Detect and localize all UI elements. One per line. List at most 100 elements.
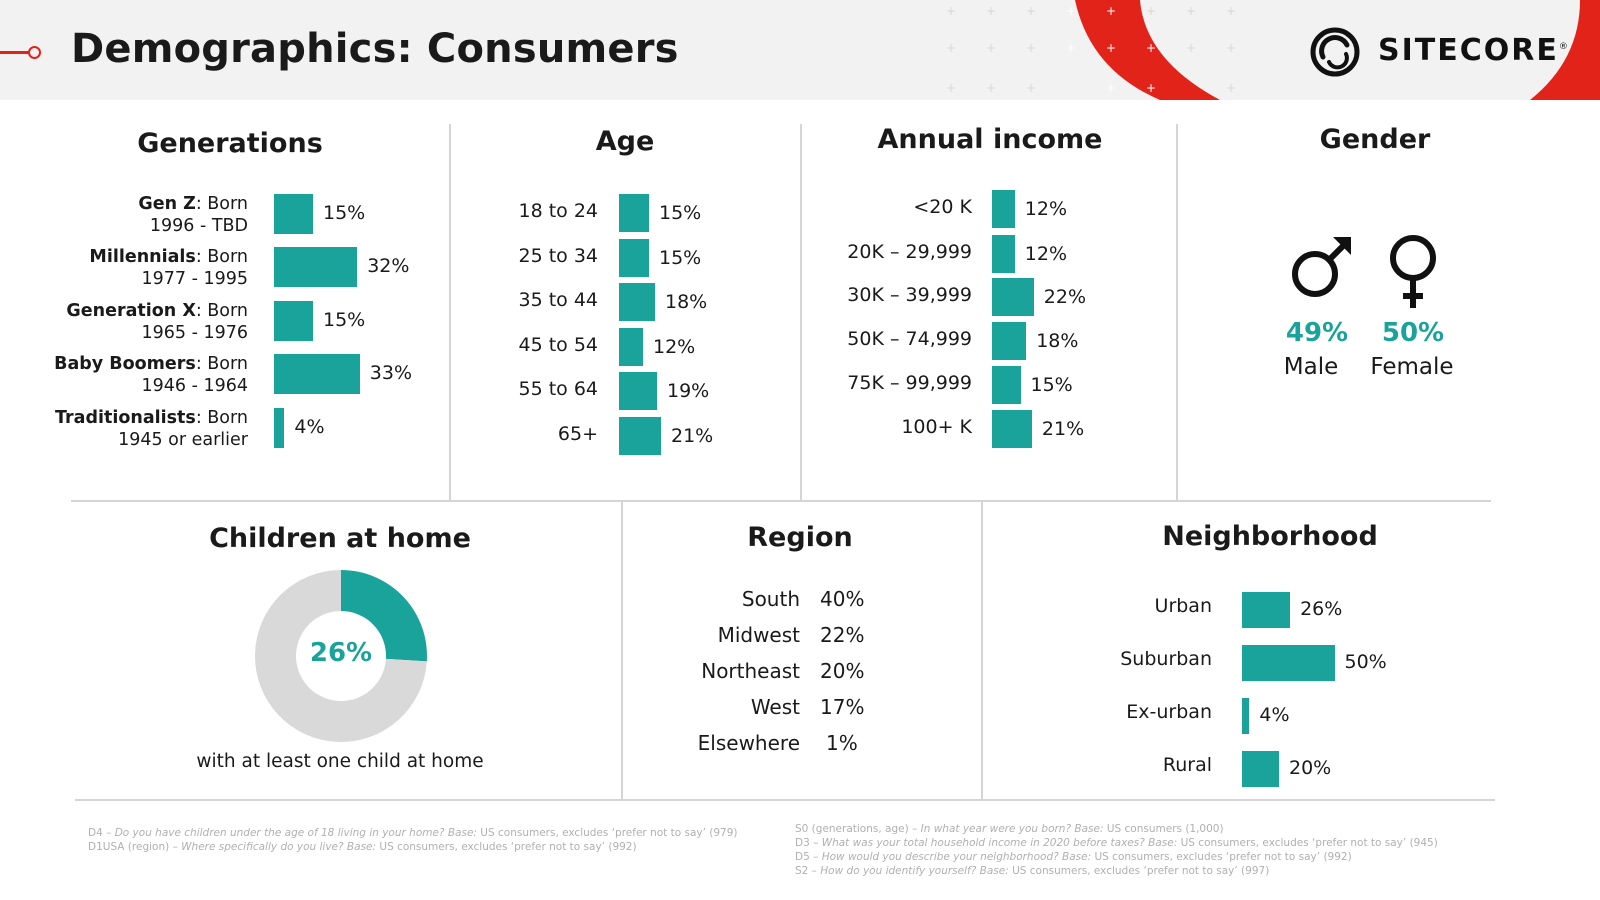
generations-born-word: : Born	[195, 247, 248, 267]
neighborhood-category-label: Suburban	[1120, 648, 1212, 670]
region-category-label: Midwest	[717, 623, 800, 647]
footnote-base-word: Base:	[444, 827, 477, 839]
footnote-base: US consumers, excludes ‘prefer not to sa…	[1008, 865, 1270, 877]
region-value-label: 40%	[820, 587, 865, 611]
income-bar	[992, 410, 1032, 448]
divider-children-region	[621, 502, 623, 800]
age-category-label: 35 to 44	[518, 289, 598, 311]
generations-title: Generations	[137, 128, 323, 159]
generations-value-label: 4%	[294, 416, 325, 438]
generations-bar	[274, 301, 313, 341]
generations-value-label: 33%	[369, 362, 413, 384]
sitecore-logo-icon	[1310, 27, 1360, 77]
header-bar: Demographics: Consumers + + + + + + + + + + + + …	[0, 0, 1600, 100]
generations-bar	[274, 247, 358, 287]
neighborhood-value-label: 26%	[1300, 598, 1343, 620]
age-value-label: 19%	[667, 380, 710, 402]
region-value-label: 17%	[820, 695, 865, 719]
svg-text:+: +	[946, 4, 956, 18]
footnote-line: S0 (generations, age) – In what year wer…	[795, 822, 1224, 836]
generations-born-word: : Born	[195, 301, 248, 321]
svg-text:+: +	[986, 41, 996, 55]
children-donut-center-label: 26%	[309, 638, 373, 668]
age-bar	[619, 328, 643, 366]
footnote-line: D5 – How would you describe your neighbo…	[795, 850, 1352, 864]
generations-born-word: : Born	[195, 194, 248, 214]
male-label: Male	[1283, 354, 1339, 380]
generations-born-word: : Born	[195, 354, 248, 374]
generations-value-label: 15%	[323, 309, 366, 331]
divider-age-income	[800, 124, 802, 500]
generations-bar	[274, 194, 313, 234]
footnote-line: D3 – What was your total household incom…	[795, 836, 1438, 850]
svg-text:+: +	[986, 4, 996, 18]
neighborhood-value-label: 4%	[1259, 704, 1290, 726]
footnote-question: How do you identify yourself?	[820, 865, 977, 877]
age-category-label: 65+	[557, 423, 598, 445]
footnote-base-word: Base:	[1058, 851, 1092, 863]
income-category-label: 75K – 99,999	[847, 372, 972, 394]
svg-text:+: +	[1146, 81, 1156, 95]
svg-text:+: +	[1226, 41, 1236, 55]
svg-text:+: +	[1186, 4, 1196, 18]
svg-text:+: +	[1106, 41, 1116, 55]
generations-category-name: Baby Boomers	[54, 354, 196, 374]
region-category-label: Northeast	[701, 659, 800, 683]
age-category-label: 18 to 24	[518, 200, 598, 222]
svg-text:+: +	[946, 81, 956, 95]
generations-category-years: 1965 - 1976	[141, 323, 248, 343]
footnote-question: In what year were you born?	[920, 823, 1072, 835]
footnote-question: How would you describe your neighborhood…	[821, 851, 1059, 863]
divider-top-row	[71, 500, 1491, 502]
generations-category-name: Generation X	[66, 301, 196, 321]
generations-category-name: Traditionalists	[55, 408, 196, 428]
generations-category-years: 1946 - 1964	[141, 376, 248, 396]
footnote-code: S2 –	[795, 865, 821, 877]
neighborhood-category-label: Ex-urban	[1126, 701, 1212, 723]
svg-text:+: +	[1066, 41, 1076, 55]
income-bar	[992, 366, 1021, 404]
region-value-label: 1%	[826, 731, 858, 755]
income-category-label: 20K – 29,999	[847, 241, 972, 263]
male-symbol-icon	[1292, 237, 1351, 297]
generations-category-label: Baby Boomers: Born 1946 - 1964	[40, 353, 248, 397]
svg-text:+: +	[1226, 4, 1236, 18]
footnote-code: D1USA (region) –	[88, 841, 182, 853]
footnote-code: D5 –	[795, 851, 822, 863]
income-value-label: 12%	[1024, 243, 1068, 265]
gender-title: Gender	[1319, 124, 1431, 155]
age-value-label: 15%	[659, 202, 702, 224]
title-accent-line	[0, 51, 30, 54]
generations-category-label: Gen Z: Born 1996 - TBD	[40, 193, 248, 237]
svg-text:+: +	[1066, 4, 1076, 18]
generations-category-years: 1945 or earlier	[118, 430, 248, 450]
svg-text:+: +	[1026, 41, 1036, 55]
age-bar	[619, 194, 649, 232]
income-value-label: 18%	[1036, 330, 1079, 352]
region-category-label: South	[741, 587, 800, 611]
age-bar	[619, 239, 649, 277]
footnote-question: What was your total household income in …	[821, 837, 1145, 849]
footnote-code: D4 –	[88, 827, 115, 839]
svg-text:+: +	[1106, 4, 1116, 18]
divider-income-gender	[1176, 124, 1178, 500]
age-title: Age	[595, 126, 655, 157]
footnote-base: US consumers, excludes ‘prefer not to sa…	[1091, 851, 1352, 863]
footnote-base-word: Base:	[1144, 837, 1178, 849]
generations-category-label: Generation X: Born 1965 - 1976	[40, 300, 248, 344]
generations-category-label: Traditionalists: Born 1945 or earlier	[40, 407, 248, 451]
page-title: Demographics: Consumers	[71, 26, 679, 72]
children-donut-slice-rest	[255, 570, 427, 742]
income-value-label: 12%	[1024, 198, 1068, 220]
footnote-code: D3 –	[795, 837, 822, 849]
age-value-label: 21%	[671, 425, 714, 447]
divider-bottom-row	[75, 799, 1495, 801]
children-donut-chart	[255, 570, 427, 742]
age-value-label: 15%	[659, 247, 702, 269]
footnote-line: D1USA (region) – Where specifically do y…	[88, 840, 637, 854]
footnote-base: US consumers, excludes ‘prefer not to sa…	[1177, 837, 1438, 849]
generations-value-label: 15%	[323, 202, 366, 224]
svg-text:+: +	[986, 81, 996, 95]
generations-value-label: 32%	[367, 255, 410, 277]
generations-category-name: Millennials	[89, 247, 196, 267]
